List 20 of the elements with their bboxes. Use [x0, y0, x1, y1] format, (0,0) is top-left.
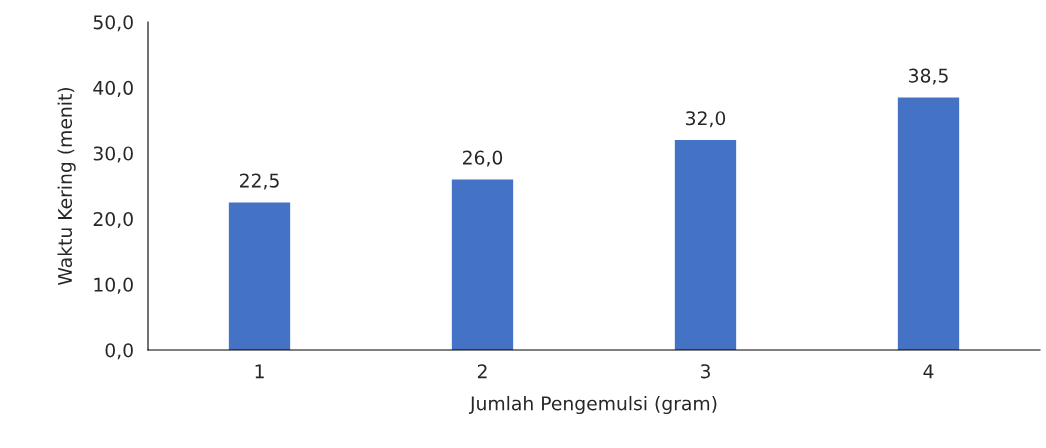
x-axis-title: Jumlah Pengemulsi (gram)	[469, 395, 717, 415]
bar	[228, 202, 291, 350]
x-tick-label: 2	[477, 364, 487, 379]
y-tick-label: 0,0	[105, 343, 133, 360]
data-label: 22,5	[240, 173, 279, 190]
bar	[451, 179, 514, 350]
data-label: 26,0	[463, 150, 503, 167]
data-label: 38,5	[909, 68, 948, 85]
y-axis-title: Waktu Kering (menit)	[57, 87, 76, 286]
y-tick-label: 30,0	[93, 146, 133, 163]
y-tick-label: 40,0	[93, 80, 133, 97]
x-tick-label: 3	[700, 364, 710, 379]
y-tick-label: 50,0	[93, 15, 133, 32]
data-label: 32,0	[686, 111, 726, 128]
bar	[674, 140, 737, 350]
y-tick-label: 10,0	[94, 277, 133, 294]
x-tick-label: 1	[255, 364, 264, 379]
y-tick-label: 20,0	[93, 212, 133, 229]
bar	[897, 97, 960, 350]
x-tick-label: 4	[923, 364, 934, 379]
